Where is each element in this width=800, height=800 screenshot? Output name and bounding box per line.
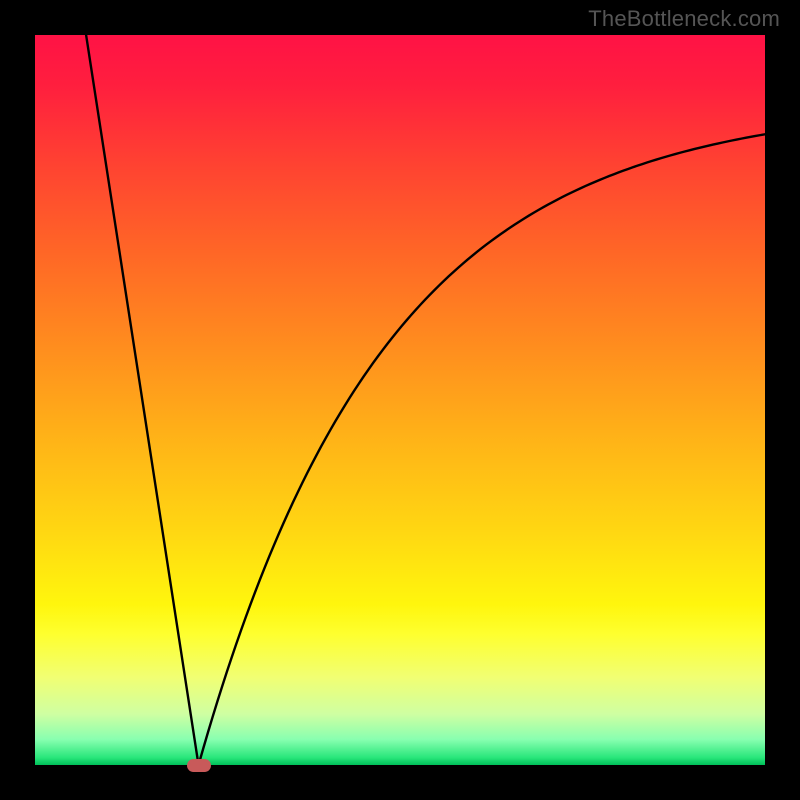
minimum-marker	[187, 759, 211, 772]
curve-svg	[35, 35, 765, 765]
chart-canvas: TheBottleneck.com	[0, 0, 800, 800]
watermark-text: TheBottleneck.com	[588, 6, 780, 32]
gradient-background	[35, 35, 765, 765]
plot-area	[35, 35, 765, 765]
